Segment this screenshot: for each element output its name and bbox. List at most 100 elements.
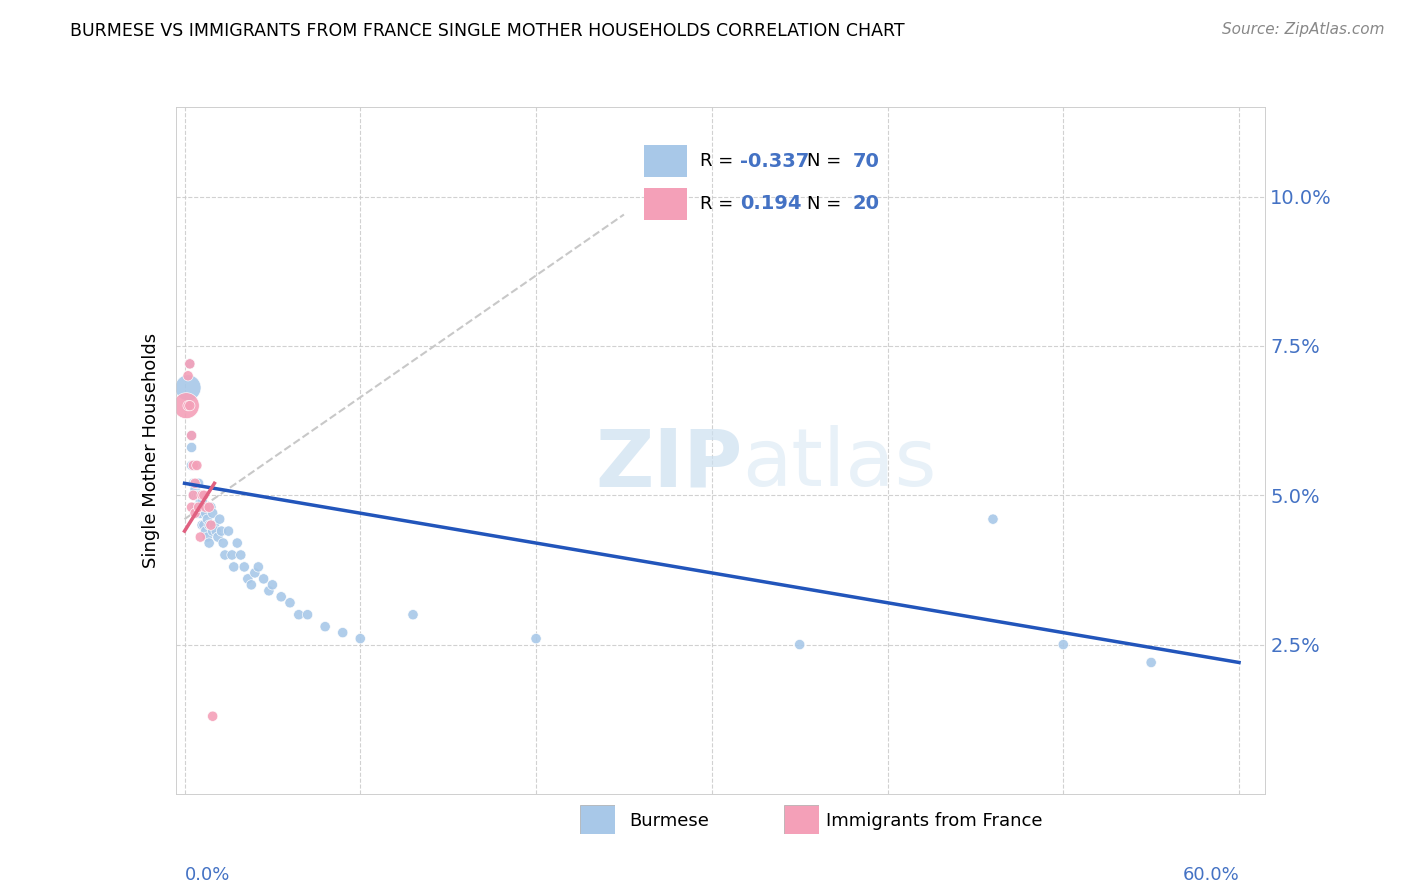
- Point: [332, 625, 354, 640]
- Point: [187, 500, 209, 515]
- Point: [253, 572, 276, 586]
- Text: ZIP: ZIP: [595, 425, 742, 503]
- Point: [179, 399, 201, 413]
- Point: [200, 500, 222, 515]
- Point: [183, 458, 205, 473]
- Point: [349, 632, 371, 646]
- Point: [180, 500, 202, 515]
- Point: [217, 524, 239, 538]
- Point: [195, 512, 219, 526]
- Point: [184, 458, 207, 473]
- Point: [200, 518, 222, 533]
- Text: Source: ZipAtlas.com: Source: ZipAtlas.com: [1222, 22, 1385, 37]
- Point: [186, 476, 208, 491]
- Point: [191, 494, 214, 508]
- Text: Burmese: Burmese: [630, 812, 709, 830]
- Point: [208, 512, 231, 526]
- Point: [201, 709, 224, 723]
- Point: [1052, 638, 1074, 652]
- Point: [180, 458, 202, 473]
- Point: [188, 506, 211, 520]
- Point: [191, 488, 214, 502]
- Point: [198, 536, 221, 550]
- Text: N =: N =: [807, 153, 846, 170]
- Point: [174, 399, 197, 413]
- Point: [187, 506, 209, 520]
- Text: Immigrants from France: Immigrants from France: [825, 812, 1042, 830]
- Point: [188, 530, 211, 544]
- Point: [195, 530, 219, 544]
- Point: [257, 583, 280, 598]
- Point: [183, 488, 205, 502]
- Text: BURMESE VS IMMIGRANTS FROM FRANCE SINGLE MOTHER HOUSEHOLDS CORRELATION CHART: BURMESE VS IMMIGRANTS FROM FRANCE SINGLE…: [70, 22, 905, 40]
- Text: 70: 70: [852, 152, 879, 170]
- Point: [262, 578, 284, 592]
- Point: [188, 488, 211, 502]
- Point: [200, 518, 222, 533]
- FancyBboxPatch shape: [644, 188, 686, 219]
- Point: [179, 399, 201, 413]
- Point: [179, 357, 201, 371]
- Point: [184, 500, 207, 515]
- Point: [187, 488, 209, 502]
- Point: [214, 548, 236, 562]
- Point: [201, 506, 224, 520]
- Point: [198, 500, 221, 515]
- Point: [188, 494, 211, 508]
- Point: [186, 458, 208, 473]
- Point: [211, 524, 233, 538]
- Point: [524, 632, 547, 646]
- Point: [247, 560, 270, 574]
- Point: [240, 578, 263, 592]
- Point: [184, 476, 207, 491]
- Point: [222, 560, 245, 574]
- Point: [180, 428, 202, 442]
- Point: [177, 399, 200, 413]
- Point: [981, 512, 1004, 526]
- Point: [201, 524, 224, 538]
- Text: R =: R =: [700, 153, 740, 170]
- Point: [184, 506, 207, 520]
- Point: [221, 548, 243, 562]
- Text: atlas: atlas: [742, 425, 936, 503]
- Text: 60.0%: 60.0%: [1182, 865, 1239, 884]
- Point: [193, 488, 215, 502]
- Point: [1140, 656, 1163, 670]
- Point: [193, 500, 215, 515]
- Point: [191, 500, 214, 515]
- Point: [229, 548, 252, 562]
- Point: [194, 524, 217, 538]
- Point: [288, 607, 311, 622]
- Point: [180, 428, 202, 442]
- Point: [198, 518, 221, 533]
- Point: [314, 620, 336, 634]
- Point: [236, 572, 259, 586]
- Text: R =: R =: [700, 194, 740, 213]
- Point: [194, 500, 217, 515]
- Point: [186, 488, 208, 502]
- Point: [226, 536, 249, 550]
- Point: [789, 638, 811, 652]
- Point: [187, 476, 209, 491]
- Point: [177, 381, 200, 395]
- Point: [270, 590, 292, 604]
- Y-axis label: Single Mother Households: Single Mother Households: [142, 333, 160, 568]
- Text: 20: 20: [852, 194, 879, 213]
- Point: [191, 518, 214, 533]
- Point: [184, 476, 207, 491]
- Text: -0.337: -0.337: [740, 152, 810, 170]
- Point: [207, 530, 229, 544]
- Point: [278, 596, 301, 610]
- Point: [202, 518, 225, 533]
- Point: [193, 518, 215, 533]
- Point: [212, 536, 235, 550]
- Point: [183, 488, 205, 502]
- Point: [184, 483, 207, 497]
- Text: 0.194: 0.194: [740, 194, 801, 213]
- Point: [243, 566, 266, 580]
- Point: [233, 560, 256, 574]
- FancyBboxPatch shape: [644, 145, 686, 177]
- Point: [205, 524, 228, 538]
- Point: [186, 500, 208, 515]
- Point: [194, 506, 217, 520]
